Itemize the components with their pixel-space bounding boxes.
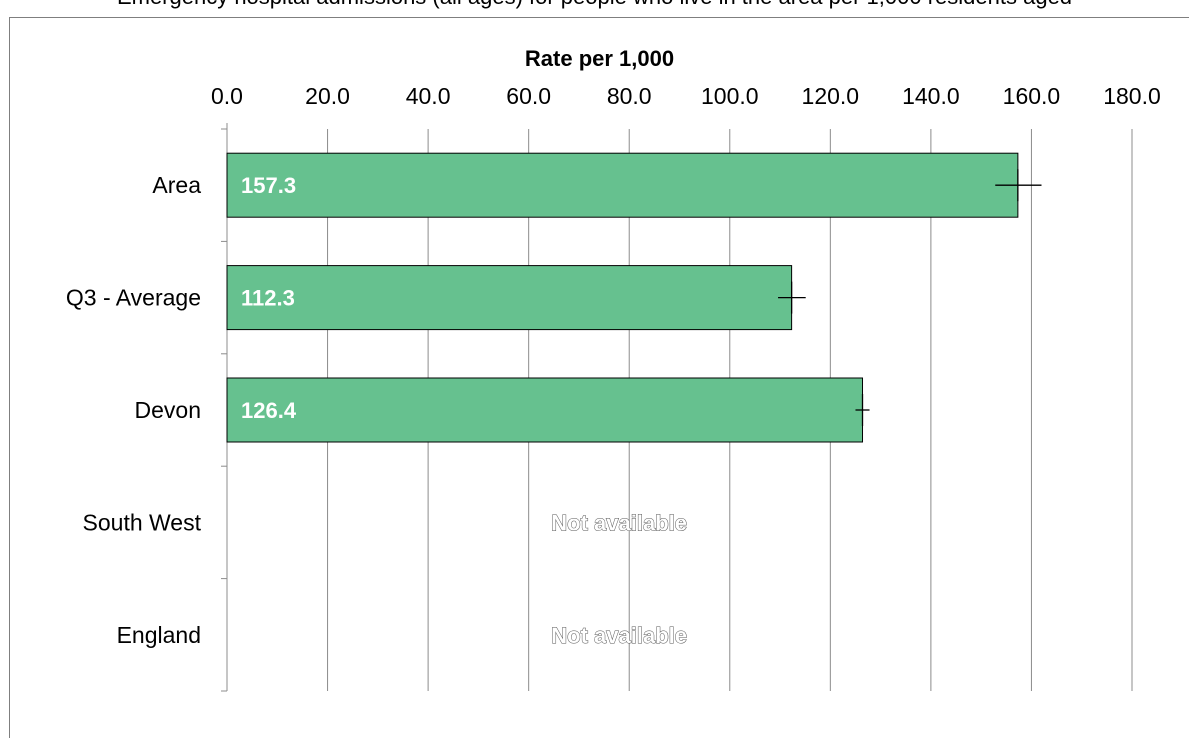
- not-available-label: Not available: [551, 510, 687, 535]
- category-label: Area: [152, 172, 201, 198]
- chart-header-text: Emergency hospital admissions (all ages)…: [0, 0, 1189, 10]
- x-tick-label: 80.0: [607, 83, 652, 109]
- bar: [226, 265, 793, 331]
- axes: [221, 123, 228, 692]
- x-tick-label: 140.0: [902, 83, 960, 109]
- x-tick-label: 160.0: [1003, 83, 1061, 109]
- x-tick-label: 120.0: [802, 83, 860, 109]
- bar-value-label: 112.3: [241, 286, 295, 311]
- x-tick-label: 40.0: [406, 83, 451, 109]
- bar: [226, 152, 1019, 218]
- x-tick-label: 20.0: [305, 83, 350, 109]
- labels: Area 157.3 Q3 - Average 112.3 Devon 126.4 Sout…: [66, 172, 688, 648]
- bar-chart: Rate per 1,000 0.0 20.0 40.0 60.0 80.0 100.0 1…: [66, 46, 1161, 692]
- x-tick-label: 180.0: [1103, 83, 1161, 109]
- category-label: South West: [83, 509, 202, 535]
- not-available-label: Not available: [551, 623, 687, 648]
- x-tick-label: 0.0: [211, 83, 243, 109]
- bar: [226, 377, 864, 443]
- x-tick-label: 60.0: [506, 83, 551, 109]
- category-label: Devon: [135, 397, 201, 423]
- bar-value-label: 157.3: [241, 173, 296, 198]
- x-tick-label: 100.0: [701, 83, 759, 109]
- category-label: England: [117, 622, 201, 648]
- bar-value-label: 126.4: [241, 398, 297, 423]
- x-axis-ticks: 0.0 20.0 40.0 60.0 80.0 100.0 120.0 140.0 160.0 1…: [211, 83, 1161, 109]
- chart-frame: Rate per 1,000 0.0 20.0 40.0 60.0 80.0 100.0 1…: [9, 17, 1189, 738]
- x-axis-title: Rate per 1,000: [525, 46, 674, 71]
- category-label: Q3 - Average: [66, 285, 201, 311]
- bars: [226, 152, 1042, 443]
